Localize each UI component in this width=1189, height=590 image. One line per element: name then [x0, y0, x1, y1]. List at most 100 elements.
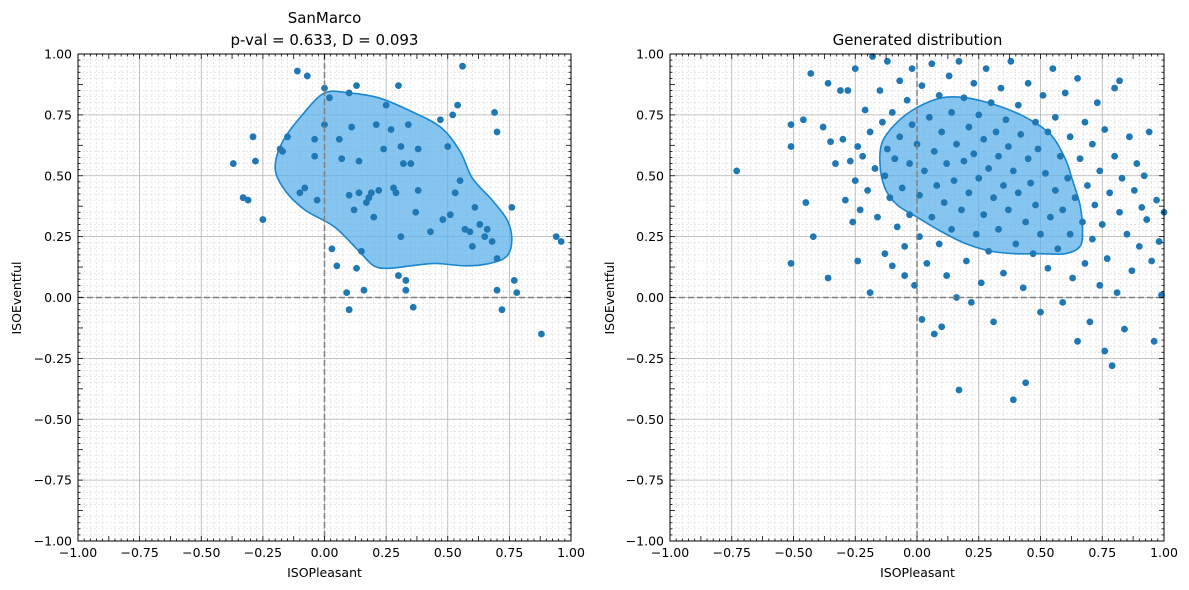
- data-point: [888, 109, 896, 116]
- data-point: [1029, 250, 1037, 258]
- data-point: [930, 148, 938, 155]
- data-point: [1091, 201, 1099, 209]
- x-tick-label: 0.00: [311, 545, 339, 560]
- y-tick-label: 0.50: [44, 168, 72, 183]
- data-point: [827, 138, 834, 146]
- data-point: [802, 199, 810, 206]
- data-point: [404, 121, 412, 129]
- data-point: [1009, 167, 1017, 175]
- data-point: [916, 191, 923, 199]
- data-point: [864, 186, 871, 194]
- data-point: [990, 194, 997, 202]
- data-point: [935, 240, 943, 248]
- y-tick-label: −0.75: [34, 473, 72, 488]
- data-point: [1096, 167, 1104, 175]
- data-point: [399, 160, 407, 167]
- data-point: [355, 157, 363, 165]
- data-point: [948, 225, 955, 233]
- data-point: [1024, 79, 1032, 87]
- data-point: [787, 143, 795, 150]
- x-tick-label: −0.75: [713, 545, 751, 560]
- data-point: [955, 57, 963, 65]
- data-point: [1143, 216, 1151, 223]
- data-point: [970, 150, 978, 158]
- x-tick-label: 1.00: [557, 545, 585, 560]
- data-point: [372, 121, 380, 129]
- data-point: [439, 216, 447, 223]
- data-point: [948, 109, 955, 116]
- data-point: [1088, 235, 1096, 243]
- data-point: [896, 133, 904, 141]
- data-point: [950, 177, 958, 185]
- data-point: [488, 238, 496, 245]
- y-tick-label: 0.00: [44, 290, 72, 305]
- data-point: [837, 87, 844, 94]
- data-point: [1034, 145, 1042, 153]
- data-point: [908, 121, 916, 129]
- data-point: [360, 286, 368, 294]
- data-point: [510, 277, 518, 284]
- data-point: [903, 96, 911, 104]
- data-point: [1032, 118, 1039, 126]
- x-tick-label: −0.50: [182, 545, 220, 560]
- data-point: [345, 306, 353, 314]
- data-point: [1076, 155, 1084, 163]
- data-point: [888, 262, 896, 270]
- x-axis-label: ISOPleasant: [287, 565, 362, 580]
- data-point: [967, 298, 975, 306]
- data-point: [476, 221, 484, 228]
- data-point: [972, 230, 980, 238]
- data-point: [987, 99, 995, 107]
- plot-area: −1.00 −0.75 −0.50 −0.25 0.00 0.25 0.50 0.75 1.00…: [626, 47, 1178, 561]
- data-point: [1138, 204, 1146, 211]
- data-point: [1098, 221, 1106, 228]
- data-point: [1116, 208, 1123, 216]
- data-point: [953, 140, 960, 148]
- y-tick-label: −0.50: [34, 412, 72, 427]
- data-point: [333, 262, 341, 270]
- data-point: [345, 191, 353, 199]
- data-point: [402, 277, 410, 284]
- data-point: [1014, 101, 1022, 109]
- data-point: [259, 216, 267, 223]
- data-point: [1054, 245, 1062, 253]
- y-tick-label: −1.00: [626, 534, 664, 549]
- data-point: [1027, 179, 1035, 187]
- data-point: [402, 286, 410, 294]
- data-point: [980, 135, 988, 143]
- x-tick-label: −0.25: [836, 545, 874, 560]
- data-point: [412, 208, 420, 216]
- data-point: [466, 228, 474, 236]
- y-tick-label: −0.25: [626, 351, 664, 366]
- data-point: [328, 245, 336, 253]
- data-point: [409, 303, 417, 311]
- data-point: [301, 184, 309, 192]
- data-point: [538, 330, 545, 338]
- data-point: [908, 65, 916, 73]
- data-point: [992, 128, 1000, 136]
- data-point: [397, 143, 405, 150]
- data-point: [1019, 284, 1027, 292]
- data-point: [244, 196, 252, 204]
- data-point: [557, 238, 565, 245]
- data-point: [1145, 128, 1153, 136]
- data-point: [871, 165, 879, 172]
- data-point: [883, 57, 891, 65]
- data-point: [303, 72, 311, 80]
- data-point: [1093, 99, 1101, 107]
- data-point: [1103, 255, 1111, 262]
- data-point: [358, 247, 365, 255]
- data-point: [451, 189, 459, 197]
- x-tick-label: 1.00: [1150, 545, 1178, 560]
- data-point: [1079, 218, 1086, 226]
- data-point: [879, 118, 886, 126]
- data-point: [861, 106, 869, 114]
- data-point: [321, 121, 328, 129]
- data-point: [918, 82, 926, 90]
- data-point: [990, 318, 997, 326]
- data-point: [849, 218, 857, 226]
- x-tick-label: −1.00: [59, 545, 97, 560]
- data-point: [1118, 174, 1126, 182]
- data-point: [1086, 318, 1094, 326]
- data-point: [893, 223, 901, 231]
